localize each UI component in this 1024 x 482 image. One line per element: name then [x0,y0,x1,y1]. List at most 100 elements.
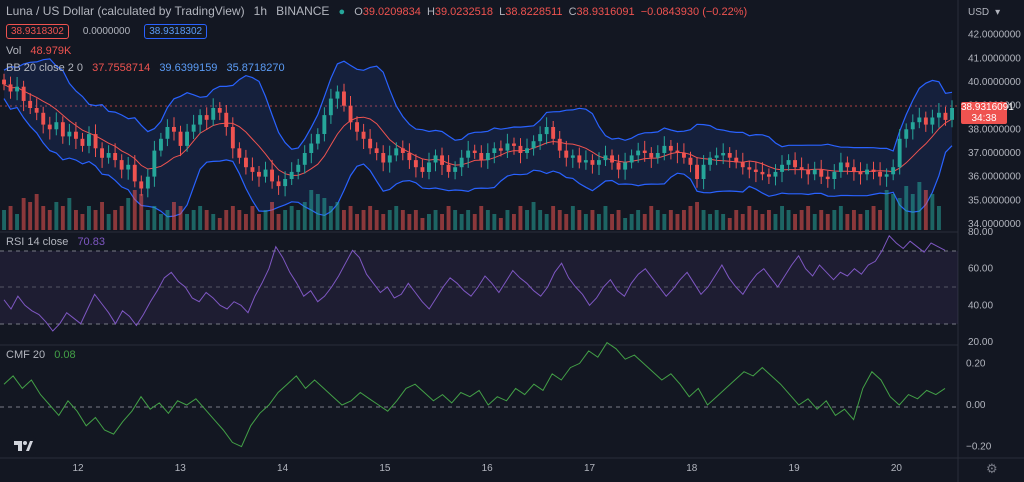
volume-bar [538,210,543,230]
volume-bar [655,210,660,230]
candle-body [394,148,399,156]
candle [21,80,26,112]
candle [191,114,196,139]
candle [623,152,628,180]
candle-body [159,138,163,151]
bb-upper-line [3,58,953,152]
candle-body [204,115,209,120]
candle [80,132,85,152]
volume-bar [355,214,359,230]
rsi-series [3,234,946,332]
candle [440,147,444,175]
candle-body [780,164,784,172]
candle [361,123,366,149]
candle-body [453,167,458,172]
volume-bar [662,214,667,230]
bb-basis-value: 37.7558714 [92,62,151,74]
volume-legend[interactable]: Vol 48.979K [6,45,77,57]
volume-bar [21,198,26,230]
candle [577,147,582,169]
candle-body [498,148,503,151]
candle-body [858,171,863,175]
candle-body [891,167,896,175]
cmf-legend[interactable]: CMF 20 0.08 [6,349,82,361]
sell-button[interactable]: 38.9318302 [6,24,69,39]
candle [466,140,471,168]
tradingview-logo-icon[interactable] [10,436,36,456]
candle [950,100,954,128]
candle [590,154,595,174]
candle [2,73,6,91]
volume-bar [342,210,346,230]
volume-bar [15,214,19,230]
candle [342,83,346,112]
candle-body [427,162,431,172]
volume-bar [695,202,699,230]
volume-bar [159,214,163,230]
candle-body [178,131,183,146]
candle-body [525,148,529,153]
bar-countdown: 34:38 [971,113,997,124]
gear-icon[interactable]: ⚙ [986,461,998,476]
candle [852,159,856,181]
candle-body [361,131,366,139]
candle-body [80,138,85,146]
buy-button[interactable]: 38.9318302 [144,24,208,39]
volume-bar [315,194,320,230]
last-price-value: 38.9316091 [961,102,1014,113]
candle-body [655,153,660,158]
candle-body [224,112,229,127]
volume-bar [204,210,209,230]
candle [780,155,784,183]
candle-body [564,150,569,158]
volume-bar [551,206,556,230]
candle [923,111,928,132]
volume-bar [897,198,902,230]
volume-bar [806,206,811,230]
candle [413,154,418,178]
candle [610,149,614,170]
candle [283,171,288,197]
exchange-label: BINANCE [276,4,330,18]
candle [662,136,667,161]
volume-bar [440,214,444,230]
candle [865,163,869,181]
volume-bar [433,210,438,230]
rsi-legend[interactable]: RSI 14 close 70.83 [6,236,111,248]
bb-legend[interactable]: BB 20 close 2 0 37.7558714 39.6399159 35… [6,62,291,74]
candle-body [662,145,667,153]
candle-body [819,169,824,177]
candle-body [832,171,837,179]
candle [355,116,359,141]
candle [34,98,39,121]
candle [472,144,477,159]
symbol-legend[interactable]: Luna / US Dollar (calculated by TradingV… [6,4,753,18]
time-axis[interactable]: 12 13 14 15 16 17 18 19 20 [72,463,902,474]
cmf-line [3,341,946,448]
volume-bar [466,210,471,230]
time-tick-label: 12 [72,463,84,474]
volume-bar [682,210,686,230]
volume-bar [937,206,941,230]
candle-body [28,100,33,108]
candle-body [760,171,765,175]
volume-bar [832,210,837,230]
close-value: 38.9316091 [576,6,635,18]
candle [538,126,543,150]
price-axis[interactable]: 34.0000000 35.0000000 36.0000000 37.0000000… [968,30,1021,230]
candle-body [910,122,915,130]
candle-body [348,105,353,123]
candle [505,133,510,158]
change-value: −0.0843930 (−0.22%) [640,6,748,18]
candle-body [793,160,797,168]
currency-selector[interactable]: USD ▾ [968,7,1006,18]
candle [884,168,889,187]
volume-bar [335,202,340,230]
candle [832,164,837,190]
candle-body [897,138,902,168]
volume-bar [773,214,778,230]
volume-bar [198,206,203,230]
candle-body [387,155,392,163]
